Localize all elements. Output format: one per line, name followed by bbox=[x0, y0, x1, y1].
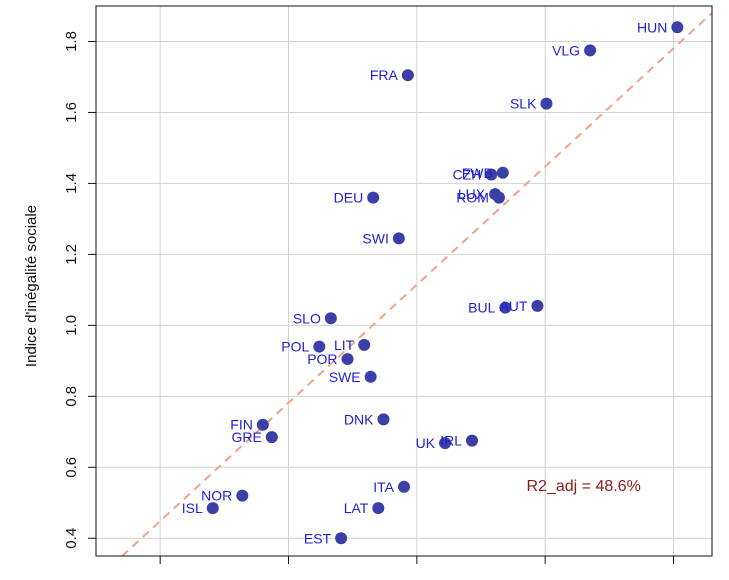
point-por bbox=[341, 353, 354, 366]
point-slk bbox=[540, 97, 553, 110]
label-dnk: DNK bbox=[344, 411, 374, 427]
label-swe: SWE bbox=[329, 369, 361, 385]
point-czh bbox=[485, 168, 498, 181]
point-aut bbox=[531, 299, 544, 312]
label-fwb: FWB bbox=[462, 165, 493, 181]
point-uk bbox=[439, 437, 452, 450]
label-nor: NOR bbox=[201, 488, 232, 504]
y-tick-label: 0.6 bbox=[63, 457, 80, 478]
x-axis-ticks bbox=[159, 556, 674, 564]
label-bul: BUL bbox=[468, 300, 495, 316]
label-slo: SLO bbox=[293, 310, 321, 326]
y-tick-label: 1.8 bbox=[63, 31, 80, 52]
label-fra: FRA bbox=[370, 67, 399, 83]
y-tick-label: 1.6 bbox=[63, 102, 80, 123]
y-tick-label: 1.0 bbox=[63, 315, 80, 336]
plot-frame bbox=[95, 5, 713, 557]
label-swi: SWI bbox=[362, 230, 388, 246]
point-pol bbox=[313, 340, 326, 353]
label-czh: CZH bbox=[452, 167, 481, 183]
y-tick-label: 1.2 bbox=[63, 244, 80, 265]
r2-annotation: R2_adj = 48.6% bbox=[527, 478, 641, 495]
y-tick-label: 1.4 bbox=[63, 173, 80, 194]
label-aut: AUT bbox=[499, 298, 527, 314]
point-gre bbox=[265, 431, 278, 444]
point-nor bbox=[236, 489, 249, 502]
point-vlg bbox=[584, 44, 597, 57]
point-rom bbox=[492, 191, 505, 204]
label-uk: UK bbox=[416, 435, 436, 451]
y-axis-title: Indice d'inégalité sociale bbox=[23, 205, 40, 367]
label-lit: LIT bbox=[334, 337, 355, 353]
label-vlg: VLG bbox=[552, 42, 580, 58]
point-est bbox=[335, 532, 348, 545]
point-swi bbox=[392, 232, 405, 245]
point-irl bbox=[466, 434, 479, 447]
point-fra bbox=[401, 69, 414, 82]
label-pol: POL bbox=[281, 339, 309, 355]
point-dnk bbox=[377, 413, 390, 426]
point-bul bbox=[499, 301, 512, 314]
point-deu bbox=[367, 191, 380, 204]
point-fwb bbox=[496, 166, 509, 179]
regression-line bbox=[121, 12, 713, 557]
label-lat: LAT bbox=[344, 500, 369, 516]
label-por: POR bbox=[307, 351, 337, 367]
label-fin: FIN bbox=[230, 417, 253, 433]
label-gre: GRE bbox=[231, 429, 261, 445]
label-ita: ITA bbox=[373, 479, 394, 495]
label-est: EST bbox=[304, 530, 332, 546]
y-tick-label: 0.4 bbox=[63, 528, 80, 549]
point-fin bbox=[256, 418, 269, 431]
label-deu: DEU bbox=[334, 190, 364, 206]
point-slo bbox=[324, 312, 337, 325]
point-isl bbox=[206, 502, 219, 515]
label-lux: LUX bbox=[458, 186, 486, 202]
point-lat bbox=[372, 502, 385, 515]
point-hun bbox=[671, 21, 684, 34]
y-axis-ticks: 0.4 0.6 0.8 1.0 1.2 1.4 1.6 1.8 bbox=[63, 31, 96, 549]
point-swe bbox=[364, 370, 377, 383]
point-ita bbox=[398, 480, 410, 493]
data-points bbox=[206, 21, 684, 545]
gridlines bbox=[96, 6, 712, 556]
point-lit bbox=[358, 338, 371, 351]
label-slk: SLK bbox=[510, 96, 537, 112]
label-hun: HUN bbox=[637, 19, 667, 35]
label-isl: ISL bbox=[182, 500, 203, 516]
y-tick-label: 0.8 bbox=[63, 386, 80, 407]
label-irl: IRL bbox=[440, 433, 462, 449]
label-rom: ROM bbox=[456, 190, 489, 206]
